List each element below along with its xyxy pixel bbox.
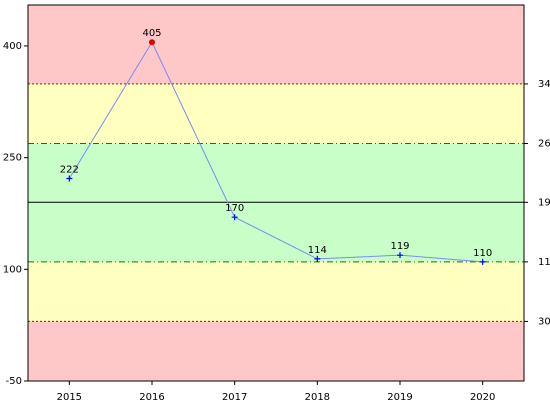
plot-frame bbox=[27, 4, 525, 382]
point bbox=[231, 214, 238, 221]
zone bbox=[28, 321, 524, 381]
y2-tick-label: 190 bbox=[538, 197, 550, 208]
point bbox=[66, 175, 73, 182]
y-tick-label: 400 bbox=[3, 41, 22, 52]
data-label: 222 bbox=[60, 164, 79, 175]
y2-tick-label: 110 bbox=[538, 257, 550, 268]
data-label: 110 bbox=[473, 248, 492, 259]
y2-tick-label: 30 bbox=[538, 316, 550, 327]
point bbox=[149, 39, 155, 46]
data-label: 119 bbox=[390, 241, 409, 252]
x-tick-label: 2020 bbox=[470, 392, 495, 403]
y-tick-label: 250 bbox=[3, 153, 22, 164]
x-tick-label: 2015 bbox=[57, 392, 82, 403]
point bbox=[479, 258, 486, 265]
point bbox=[397, 252, 403, 259]
zone bbox=[28, 83, 524, 144]
x-tick-label: 2017 bbox=[222, 392, 247, 403]
data-label: 170 bbox=[225, 203, 244, 214]
data-label: 114 bbox=[308, 245, 327, 256]
point bbox=[314, 255, 321, 262]
x-tick-label: 2019 bbox=[387, 392, 412, 403]
x-tick-label: 2018 bbox=[305, 392, 330, 403]
y-tick-label: -50 bbox=[6, 376, 22, 387]
x-tick-label: 2016 bbox=[139, 392, 164, 403]
data-label: 405 bbox=[142, 28, 161, 39]
zone bbox=[28, 261, 524, 322]
y2-tick-label: 269 bbox=[538, 138, 550, 149]
zone bbox=[28, 5, 524, 84]
y2-tick-label: 349 bbox=[538, 79, 550, 90]
y-tick-label: 100 bbox=[3, 264, 22, 275]
data-line bbox=[68, 41, 483, 263]
